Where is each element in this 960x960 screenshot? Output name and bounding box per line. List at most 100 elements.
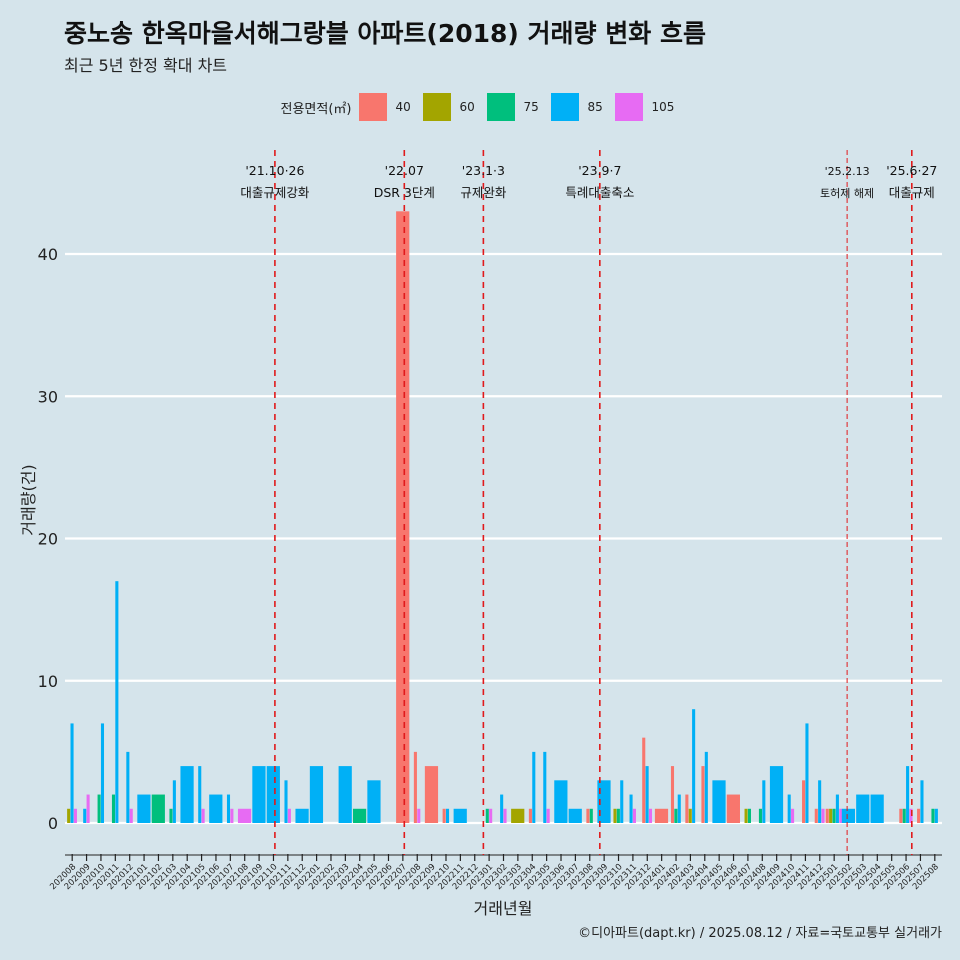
bar-202506-105: [909, 808, 913, 823]
bar-202210-40: [442, 808, 446, 823]
bar-202411-85: [805, 723, 809, 823]
bar-202506-75: [902, 808, 906, 823]
y-tick-label-40: 40: [38, 245, 58, 264]
bar-202311-105: [632, 808, 636, 823]
bar-202211-85: [453, 808, 467, 823]
bar-202008-60: [67, 808, 71, 823]
y-tick-label-30: 30: [38, 387, 58, 406]
bar-202102-75: [151, 794, 165, 823]
bar-202305-105: [546, 808, 550, 823]
bar-202012-85: [126, 751, 130, 823]
bar-202403-85: [692, 709, 696, 823]
bar-202105-105: [201, 808, 205, 823]
bar-202105-85: [198, 766, 202, 823]
bar-202205-85: [367, 780, 381, 823]
bar-202409-85: [769, 766, 784, 823]
bar-202104-85: [180, 766, 194, 823]
bar-202012-105: [129, 808, 133, 823]
bar-202208-105: [417, 808, 421, 823]
bar-202302-105: [503, 808, 507, 823]
bar-202103-85: [172, 780, 176, 823]
bar-202103-75: [169, 808, 173, 823]
bar-202408-85: [762, 780, 766, 823]
legend-label-75: 75: [523, 100, 539, 114]
bar-202112-85: [295, 808, 309, 823]
legend-label-60: 60: [459, 100, 475, 114]
bar-202502-85: [841, 808, 856, 823]
legend-swatch-60: [423, 93, 452, 121]
legend-swatch-85: [551, 93, 580, 121]
bar-202303-60: [511, 808, 525, 823]
bar-202312-85: [645, 766, 649, 823]
bar-202311-85: [629, 794, 633, 823]
event-label-0: 대출규제강화: [240, 185, 310, 200]
bar-202410-85: [787, 794, 791, 823]
bar-202501-85: [835, 794, 839, 823]
bar-202310-60: [613, 808, 617, 823]
event-label-5: 대출규제: [889, 185, 935, 200]
bar-202201-85: [309, 766, 324, 823]
bar-202506-40: [899, 808, 903, 823]
bar-202403-40: [685, 794, 689, 823]
bar-202109-85: [252, 766, 266, 823]
bar-202507-40: [917, 808, 921, 823]
event-label-4: 토허제 해제: [820, 186, 874, 200]
bar-202312-105: [648, 808, 653, 823]
bar-202301-105: [489, 808, 493, 823]
bar-202501-75: [832, 808, 836, 823]
bar-202501-105: [839, 808, 843, 823]
bar-202009-105: [86, 794, 90, 823]
bar-202304-40: [528, 808, 532, 823]
event-date-2: '23.1·3: [462, 163, 505, 178]
bar-202305-85: [543, 751, 547, 823]
bar-202207-40: [396, 211, 410, 823]
bar-202310-75: [616, 808, 620, 823]
bar-202210-85: [445, 808, 450, 823]
bar-202412-105: [821, 808, 825, 823]
legend-item-40: 40: [359, 93, 417, 121]
legend-label-105: 105: [651, 100, 675, 114]
bar-202010-85: [100, 723, 105, 823]
bar-202410-105: [791, 808, 795, 823]
bar-202406-40: [726, 794, 740, 823]
bar-202309-85: [597, 780, 611, 823]
legend-title: 전용면적(㎡): [280, 101, 352, 117]
bar-202307-85: [568, 808, 582, 823]
bar-202404-40: [701, 766, 705, 823]
y-axis-label: 거래량(건): [19, 464, 38, 535]
bar-202009-85: [83, 808, 87, 823]
bar-202106-85: [209, 794, 223, 823]
bar-202411-40: [802, 780, 806, 823]
event-date-5: '25.6·27: [886, 163, 937, 178]
bar-202203-85: [338, 766, 352, 823]
bar-202401-40: [654, 808, 669, 823]
bar-202402-40: [670, 766, 675, 823]
bar-202310-85: [620, 780, 624, 823]
legend-swatch-75: [487, 93, 516, 121]
bar-202508-75: [931, 808, 935, 823]
bar-202405-85: [712, 780, 726, 823]
bar-202507-85: [920, 780, 924, 823]
bar-202412-85: [818, 780, 822, 823]
event-label-3: 특례대출축소: [565, 185, 634, 200]
legend-item-105: 105: [615, 93, 675, 121]
bar-202101-85: [137, 794, 151, 823]
bar-202108-105: [237, 808, 252, 823]
bar-202501-60: [829, 808, 833, 823]
bar-202010-75: [97, 794, 101, 823]
bar-202506-85: [906, 766, 910, 823]
event-date-3: '23.9·7: [578, 163, 621, 178]
bar-202209-40: [424, 766, 439, 823]
bar-202412-40: [814, 808, 818, 823]
bar-202504-85: [870, 794, 884, 823]
bar-202107-85: [226, 794, 231, 823]
bar-202402-85: [677, 794, 681, 823]
chart-title: 중노송 한옥마을서해그랑블 아파트(2018) 거래량 변화 흐름: [64, 19, 706, 48]
bar-202111-85: [284, 780, 288, 823]
bar-202008-85: [70, 723, 74, 823]
bar-202304-85: [532, 751, 536, 823]
bar-202501-40: [825, 808, 829, 823]
bar-202204-75: [352, 808, 367, 823]
bar-202308-40: [586, 808, 590, 823]
